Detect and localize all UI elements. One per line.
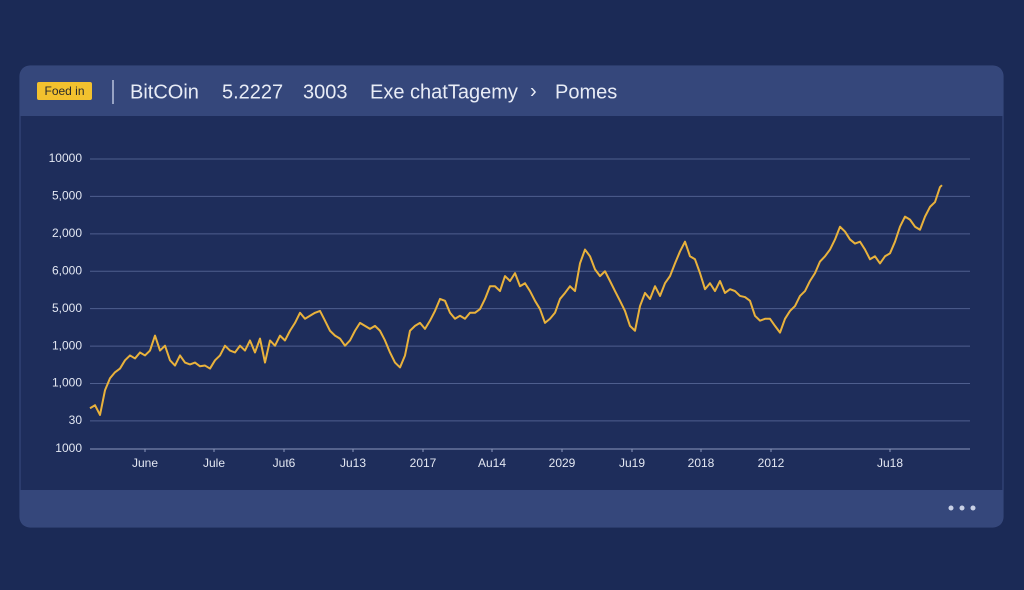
price-line <box>89 184 943 416</box>
menu-dot[interactable] <box>970 505 976 511</box>
y-tick-label: 5,000 <box>52 189 82 203</box>
header-item[interactable]: BitCOin <box>130 81 199 103</box>
x-tick-label: Ju19 <box>619 456 645 470</box>
y-tick-label: 1,000 <box>52 338 82 352</box>
x-tick-label: Jule <box>203 456 225 470</box>
y-tick-label: 10000 <box>49 151 83 165</box>
x-tick-label: 2029 <box>549 456 576 470</box>
x-tick-label: 2018 <box>688 456 715 470</box>
header-item[interactable]: Pomes <box>555 81 617 103</box>
y-tick-label: 1000 <box>55 441 82 455</box>
breadcrumb-arrow: › <box>530 80 537 102</box>
badge-label: Foed in <box>44 84 84 98</box>
y-tick-label: 2,000 <box>52 226 82 240</box>
x-tick-label: Ju18 <box>877 456 903 470</box>
panel <box>19 65 1004 528</box>
header-item[interactable]: Exe chatTagemy <box>370 81 518 103</box>
header-bar <box>20 66 1003 116</box>
header-item[interactable]: 3003 <box>303 81 348 103</box>
y-tick-label: 30 <box>69 413 83 427</box>
x-tick-label: 2017 <box>410 456 437 470</box>
badge[interactable] <box>37 82 92 100</box>
menu-dot[interactable] <box>948 505 954 511</box>
y-tick-label: 6,000 <box>52 263 82 277</box>
x-tick-label: June <box>132 456 158 470</box>
x-tick-label: Ju13 <box>340 456 366 470</box>
x-tick-label: 2012 <box>758 456 785 470</box>
header-item[interactable]: 5.2227 <box>222 81 283 103</box>
y-tick-label: 5,000 <box>52 301 82 315</box>
plot: 1000 30 1,000 1,000 5,000 6,000 2,000 5,000 1000… <box>49 151 970 470</box>
footer-bar <box>20 490 1003 527</box>
menu-dot[interactable] <box>959 505 965 511</box>
y-tick-label: 1,000 <box>52 376 82 390</box>
x-tick-label: Au14 <box>478 456 506 470</box>
x-tick-label: Jut6 <box>273 456 296 470</box>
